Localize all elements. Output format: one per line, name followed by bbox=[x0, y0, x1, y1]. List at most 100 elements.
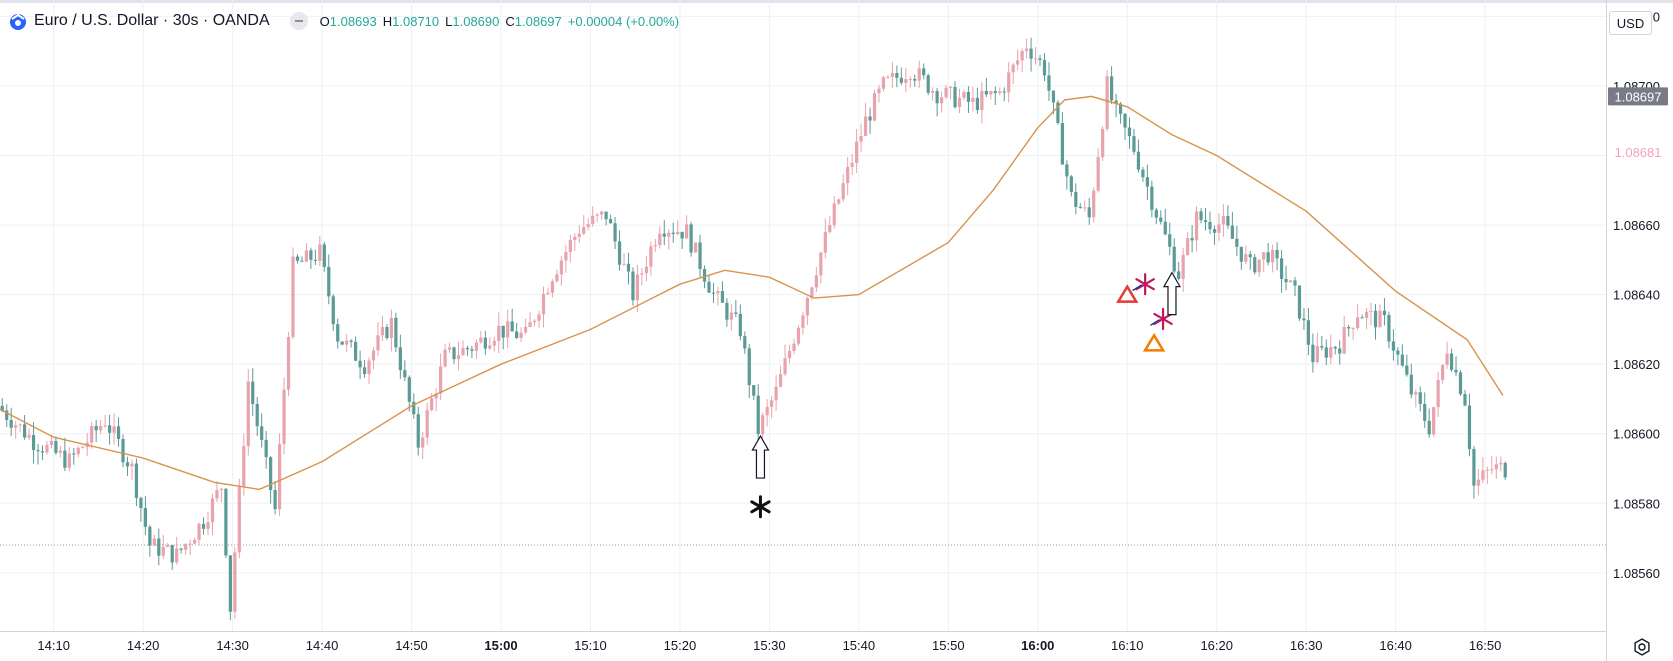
star-icon bbox=[1132, 273, 1155, 296]
candle bbox=[9, 407, 13, 436]
candle bbox=[658, 226, 662, 249]
candle bbox=[1020, 48, 1024, 73]
candle bbox=[761, 412, 765, 439]
chart-grid bbox=[0, 0, 1606, 631]
candle bbox=[1150, 180, 1154, 218]
candle bbox=[264, 431, 268, 469]
candle bbox=[680, 231, 684, 249]
candle bbox=[622, 253, 626, 266]
candle bbox=[184, 543, 188, 555]
candle bbox=[483, 330, 487, 355]
candle bbox=[1177, 261, 1181, 281]
candle bbox=[922, 63, 926, 80]
candle bbox=[1387, 311, 1391, 349]
candle bbox=[112, 413, 116, 445]
candle bbox=[188, 539, 192, 556]
candle bbox=[54, 436, 58, 455]
candle bbox=[1485, 466, 1489, 485]
candle bbox=[340, 341, 344, 346]
candle bbox=[1069, 175, 1073, 197]
candle bbox=[67, 446, 71, 472]
candle bbox=[501, 325, 505, 350]
ma-price-tag: 1.08681 bbox=[1608, 143, 1668, 162]
candle bbox=[237, 478, 241, 559]
candle bbox=[510, 308, 514, 332]
ohlc-low: L1.08690 bbox=[445, 13, 500, 29]
candle bbox=[36, 443, 40, 465]
time-label: 16:10 bbox=[1111, 638, 1144, 653]
candle bbox=[434, 388, 438, 412]
candle bbox=[877, 84, 881, 103]
candle bbox=[1083, 200, 1087, 212]
candle bbox=[452, 346, 456, 364]
candle bbox=[1101, 125, 1105, 161]
candle bbox=[447, 342, 452, 354]
candle bbox=[1114, 93, 1118, 118]
candle bbox=[846, 156, 850, 196]
candle bbox=[1369, 302, 1373, 326]
candle bbox=[868, 107, 872, 135]
candle bbox=[1239, 246, 1243, 270]
symbol-title[interactable]: Euro / U.S. Dollar · 30s · OANDA bbox=[34, 12, 270, 29]
ohlc-close: C1.08697 bbox=[505, 13, 562, 29]
candle bbox=[1194, 206, 1199, 252]
currency-button[interactable]: USD bbox=[1609, 11, 1652, 35]
candle bbox=[1356, 304, 1360, 331]
candle bbox=[837, 198, 841, 206]
candle bbox=[349, 339, 353, 348]
candle bbox=[582, 215, 586, 236]
candle bbox=[1427, 408, 1431, 438]
triangle-icon bbox=[1116, 284, 1139, 303]
candle bbox=[389, 309, 394, 352]
candle bbox=[1499, 456, 1503, 472]
price-label: 1.08600 bbox=[1613, 427, 1660, 442]
candle bbox=[470, 345, 474, 359]
candle bbox=[957, 88, 962, 114]
candle bbox=[770, 396, 774, 419]
candle bbox=[1074, 183, 1078, 215]
candle bbox=[550, 279, 555, 298]
candle bbox=[394, 312, 398, 352]
candle bbox=[823, 218, 827, 259]
candle bbox=[1007, 61, 1011, 103]
gear-icon bbox=[1634, 638, 1650, 656]
candle bbox=[1324, 339, 1328, 366]
time-label: 14:20 bbox=[127, 638, 160, 653]
candle bbox=[1373, 304, 1378, 340]
chart-settings-button[interactable] bbox=[1630, 635, 1654, 659]
candle bbox=[698, 234, 702, 278]
candle bbox=[215, 481, 219, 503]
candle bbox=[331, 294, 335, 331]
hide-legend-button[interactable] bbox=[289, 12, 308, 30]
candle bbox=[152, 534, 156, 547]
candle bbox=[425, 402, 429, 445]
candle bbox=[913, 74, 917, 87]
current-price-label: 1.08697 bbox=[1615, 89, 1662, 104]
candle bbox=[667, 229, 671, 250]
candle bbox=[107, 414, 112, 445]
candle bbox=[103, 414, 107, 428]
candle bbox=[819, 251, 823, 284]
candle bbox=[49, 434, 54, 449]
candle bbox=[948, 85, 953, 100]
candle bbox=[653, 238, 657, 252]
candle bbox=[604, 211, 608, 226]
candle bbox=[863, 102, 868, 137]
candle bbox=[228, 555, 232, 621]
candle bbox=[497, 312, 501, 354]
candle bbox=[1024, 38, 1029, 59]
candle bbox=[1347, 324, 1351, 337]
candle bbox=[515, 322, 519, 339]
candle bbox=[251, 368, 255, 417]
candle bbox=[635, 264, 640, 313]
candle bbox=[1248, 250, 1252, 270]
candle bbox=[72, 447, 76, 465]
candle bbox=[14, 421, 18, 439]
candle bbox=[1405, 354, 1409, 377]
candle bbox=[1414, 389, 1418, 408]
candle bbox=[206, 511, 210, 536]
candle bbox=[179, 547, 183, 554]
time-label: 15:30 bbox=[753, 638, 786, 653]
candle bbox=[1467, 393, 1472, 457]
